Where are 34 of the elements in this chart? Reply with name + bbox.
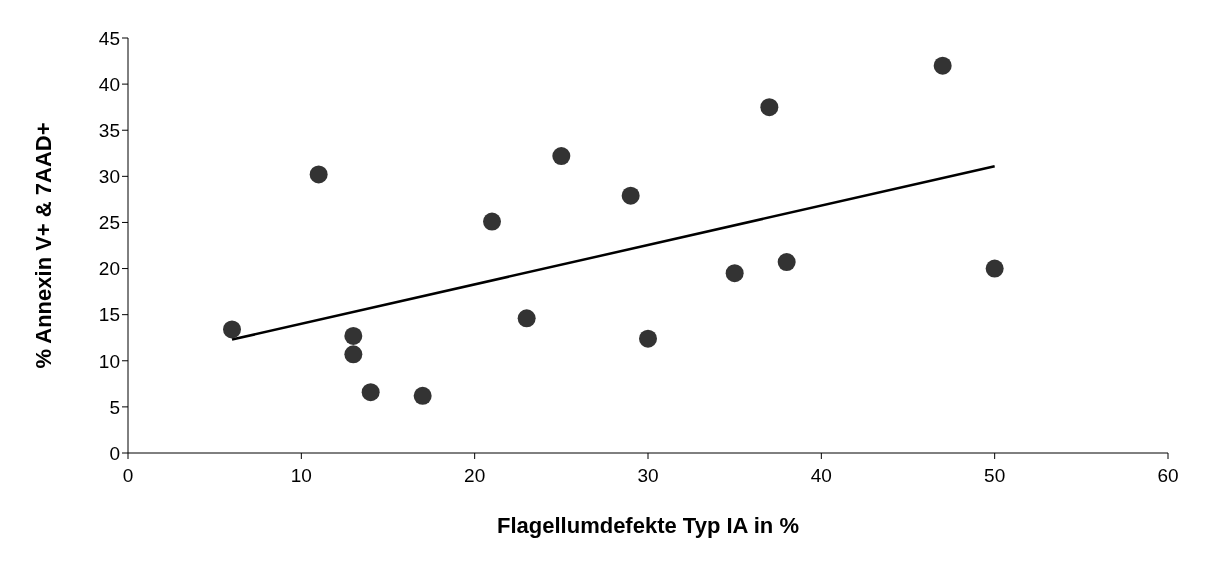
point [777,253,796,272]
x-tick-label: 40 [810,465,832,487]
point [309,165,328,184]
y-tick-label: 10 [98,350,120,372]
x-axis-title: Flagellumdefekte Typ IA in % [497,513,799,538]
point [552,147,571,166]
y-tick-label: 30 [98,166,120,188]
y-tick-label: 40 [98,73,120,95]
x-tick-label: 50 [984,465,1006,487]
y-tick-label: 25 [98,212,120,234]
point [621,186,640,205]
point [361,383,380,402]
point [223,320,241,339]
point [933,56,952,75]
x-tick-label: 30 [637,465,659,487]
y-tick-label: 35 [98,119,120,141]
y-axis-title: % Annexin V+ & 7AAD+ [30,122,56,369]
point [517,309,536,328]
y-tick-label: 20 [98,258,120,280]
x-tick-label: 10 [290,465,312,487]
point [985,259,1004,278]
point [413,386,432,405]
point [344,326,363,345]
y-tick-label: 15 [98,304,120,326]
x-tick-label: 60 [1157,465,1179,487]
y-tick-label: 0 [109,442,120,464]
y-tick-label: 5 [109,396,120,418]
point [483,212,501,231]
x-tick-label: 20 [464,465,486,487]
point [760,98,779,117]
point [344,345,363,364]
point [639,329,657,348]
point [725,264,744,283]
y-tick-label: 45 [98,27,120,49]
